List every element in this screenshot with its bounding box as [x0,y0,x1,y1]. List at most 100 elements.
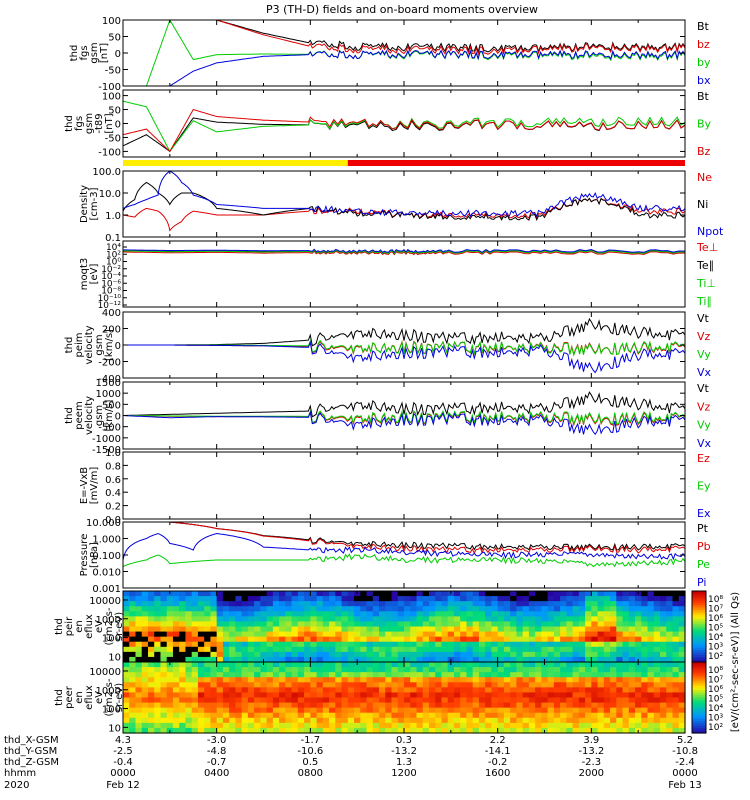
heat-cell [672,611,680,617]
heat-cell [678,596,686,602]
heat-cell [478,591,486,597]
heat-cell [235,667,243,673]
heat-cell [678,606,686,612]
legend-Vx: Vx [697,366,712,379]
heat-cell [272,702,280,709]
heat-cell [197,651,205,658]
heat-cell [310,662,318,668]
heat-cell [160,722,168,729]
heat-cell [485,662,493,668]
heat-cell [510,677,517,683]
heat-cell [428,641,436,648]
heat-cell [622,692,630,699]
heat-cell [160,667,168,673]
heat-cell [635,641,642,648]
heat-cell [397,682,405,688]
heat-cell [179,662,187,668]
heat-cell [172,626,180,633]
heat-cell [422,656,430,663]
heat-cell [241,616,249,623]
heat-cell [229,626,236,633]
heat-cell [460,702,468,709]
heat-cell [297,611,305,617]
heat-cell [216,646,224,653]
heat-cell [166,687,174,694]
legend-Vz: Vz [697,330,711,343]
heat-cell [541,611,549,617]
heat-cell [235,616,243,623]
series-Npot [123,171,685,218]
heat-cell [447,626,455,633]
heat-cell [329,712,336,719]
colorbar-cell [692,662,706,665]
heat-cell [123,697,130,704]
heat-cell [141,631,149,638]
heat-cell [397,631,405,638]
heat-cell [491,672,499,678]
heat-cell [291,702,299,709]
heat-cell [422,601,430,607]
y-axis-label-4: [eV] [89,264,100,285]
heat-cell [397,662,405,668]
heat-cell [385,616,393,623]
heat-cell [628,692,636,699]
heat-cell [578,702,586,709]
heat-cell [485,646,493,653]
heat-cell [410,646,418,653]
legend-by: by [697,56,711,69]
heat-cell [641,697,649,704]
heat-cell [560,672,567,678]
heat-cell [435,626,443,633]
heat-cell [672,702,680,709]
heat-cell [204,611,212,617]
heat-cell [291,687,299,694]
heat-cell [416,646,424,653]
heat-cell [560,591,567,597]
colorbar-tick-label: 10⁷ [708,676,723,686]
heat-cell [229,727,236,734]
heat-cell [329,682,336,688]
heat-cell [222,687,230,694]
heat-cell [210,677,218,683]
heat-cell [522,651,530,658]
heat-cell [360,601,368,607]
heat-cell [172,677,180,683]
heat-cell [628,667,636,673]
heat-cell [466,677,474,683]
heat-cell [428,626,436,633]
heat-cell [660,626,667,633]
heat-cell [141,692,149,699]
heat-cell [222,717,230,724]
heat-cell [285,656,293,663]
heat-cell [266,677,274,683]
heat-cell [329,641,336,648]
heat-cell [222,682,230,688]
heat-cell [503,667,511,673]
y-tick-label-8: 0.010 [92,568,121,579]
heat-cell [566,667,574,673]
heat-cell [547,727,555,734]
colorbar-cell [692,673,706,677]
colorbar-cell [692,619,706,623]
y-tick-label-3: 0.1 [105,233,121,244]
colorbar-cell [692,600,706,604]
heat-cell [647,722,655,729]
heat-cell [135,702,143,709]
heat-cell [391,707,399,714]
heat-cell [616,641,624,648]
heat-cell [229,697,236,704]
heat-cell [585,636,592,643]
heat-cell [447,601,455,607]
heat-cell [141,687,149,694]
heat-cell [166,667,174,673]
heat-cell [491,596,499,602]
heat-cell [310,667,318,673]
heat-cell [510,712,517,719]
heat-cell [329,722,336,729]
heat-cell [616,646,624,653]
heat-cell [428,631,436,638]
x-tick-label: 2000 [579,768,604,779]
heat-cell [610,616,617,623]
heat-cell [491,697,499,704]
heat-cell [147,651,155,658]
